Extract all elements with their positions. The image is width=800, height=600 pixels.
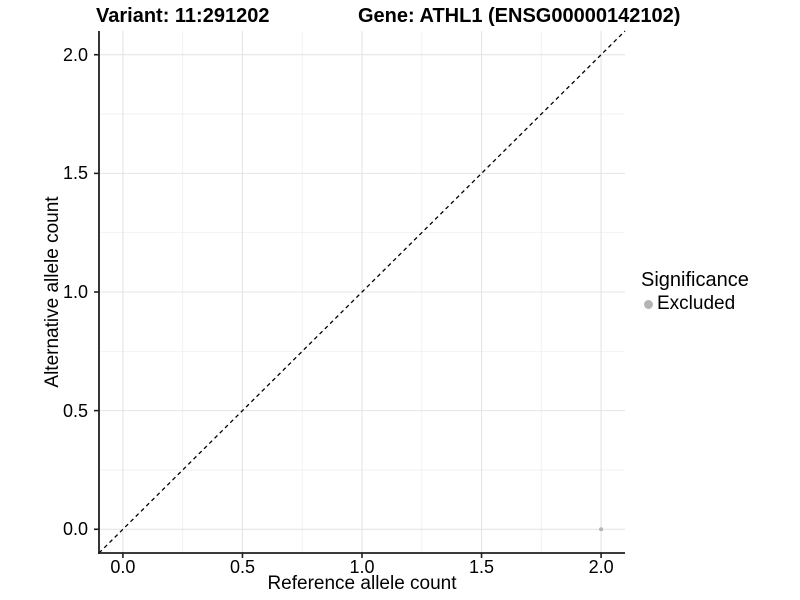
data-point [599, 527, 604, 532]
legend-item-label: Excluded [657, 293, 736, 314]
legend-item-excluded: Excluded [644, 293, 749, 316]
y-tick-label: 1.5 [62, 163, 88, 184]
x-tick-label: 1.5 [469, 557, 495, 577]
legend-title: Significance [641, 269, 749, 291]
y-tick-label: 0.5 [62, 400, 88, 421]
x-axis-title: Reference allele count [267, 573, 457, 594]
y-tick-label: 0.0 [62, 519, 88, 540]
legend: Significance Excluded [641, 268, 749, 316]
plot-title-gene: Gene: ATHL1 (ENSG00000142102) [358, 5, 681, 27]
plot-title-variant: Variant: 11:291202 [96, 5, 270, 27]
x-tick-label: 0.5 [229, 557, 255, 577]
identity-reference-line [98, 30, 626, 554]
legend-point-icon [644, 299, 653, 309]
x-tick-label: 0.0 [110, 557, 136, 577]
x-tick-label: 1.0 [349, 557, 375, 577]
y-tick-label: 1.0 [62, 282, 88, 302]
x-tick-label: 2.0 [588, 557, 614, 577]
y-tick-label: 2.0 [62, 44, 88, 65]
